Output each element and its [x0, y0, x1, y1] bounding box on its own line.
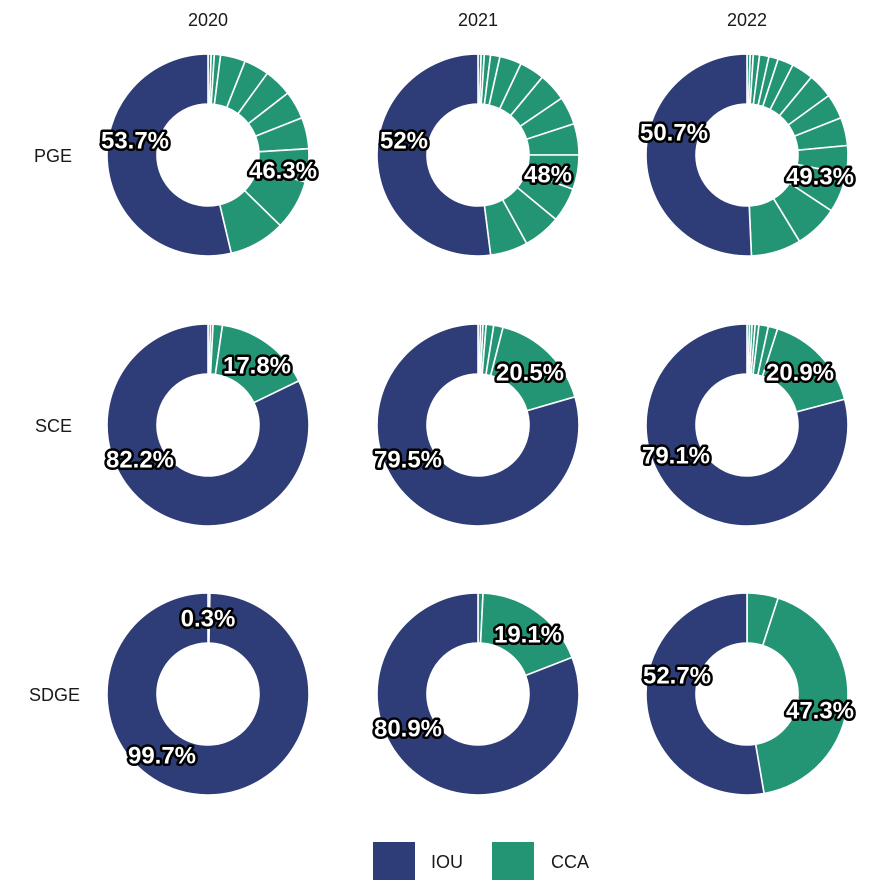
iou-percent-label-sdge-2022: 52.7% — [643, 662, 711, 689]
iou-percent-label-sce-2022: 79.1% — [642, 442, 710, 469]
iou-slice-sce-2022 — [645, 323, 849, 527]
row-header-sce: SCE — [35, 416, 72, 436]
donut-panels: 53.7% 46.3% 52% 48% 50.7% 49.3% 82.2% 17.8% 79.5… — [98, 53, 857, 796]
iou-percent-label-pge-2021: 52% — [380, 127, 428, 154]
iou-percent-label-pge-2020: 53.7% — [101, 127, 169, 154]
iou-slice-sce-2020 — [106, 323, 310, 527]
donut-panel-pge-2022: 50.7% 49.3% — [637, 53, 857, 257]
cca-percent-label-pge-2022: 49.3% — [786, 163, 854, 190]
cca-slice-sdge-2022-2 — [754, 596, 849, 795]
donut-panel-pge-2021: 52% 48% — [376, 53, 580, 257]
iou-slice-pge-2021 — [376, 53, 492, 257]
cca-percent-label-sce-2021: 20.5% — [496, 359, 564, 386]
legend-label-iou: IOU — [431, 852, 463, 872]
donut-panel-sdge-2020: 99.7% 0.3% — [106, 592, 310, 796]
iou-percent-label-sdge-2020: 99.7% — [128, 742, 196, 769]
row-header-pge: PGE — [34, 146, 72, 166]
legend-swatch-iou — [373, 842, 415, 880]
cca-percent-label-pge-2020: 46.3% — [249, 157, 317, 184]
row-headers: PGE SCE SDGE — [29, 146, 80, 705]
iou-percent-label-sdge-2021: 80.9% — [374, 715, 442, 742]
iou-percent-label-sce-2020: 82.2% — [106, 446, 174, 473]
donut-panel-pge-2020: 53.7% 46.3% — [98, 53, 320, 257]
iou-slice-sdge-2020 — [106, 592, 310, 796]
iou-slice-sdge-2021 — [376, 592, 580, 796]
donut-panel-sce-2021: 79.5% 20.5% — [371, 323, 580, 527]
cca-percent-label-sce-2022: 20.9% — [766, 359, 834, 386]
iou-slice-pge-2022 — [645, 53, 753, 257]
row-header-sdge: SDGE — [29, 685, 80, 705]
cca-percent-label-sce-2020: 17.8% — [223, 352, 291, 379]
iou-percent-label-pge-2022: 50.7% — [640, 119, 708, 146]
cca-percent-label-sdge-2022: 47.3% — [786, 697, 854, 724]
donut-panel-sdge-2022: 52.7% 47.3% — [640, 592, 857, 796]
column-header-2020: 2020 — [188, 10, 228, 30]
iou-percent-label-sce-2021: 79.5% — [374, 446, 442, 473]
column-headers: 2020 2021 2022 — [188, 10, 767, 30]
column-header-2021: 2021 — [458, 10, 498, 30]
legend-swatch-cca — [492, 842, 534, 880]
iou-slice-pge-2020 — [106, 53, 233, 257]
cca-percent-label-pge-2021: 48% — [524, 161, 572, 188]
cca-percent-label-sdge-2021: 19.1% — [494, 621, 562, 648]
column-header-2022: 2022 — [727, 10, 767, 30]
donut-panel-sce-2020: 82.2% 17.8% — [103, 323, 310, 527]
legend-label-cca: CCA — [551, 852, 589, 872]
cca-percent-label-sdge-2020: 0.3% — [181, 605, 236, 632]
iou-slice-sdge-2022 — [645, 592, 765, 796]
legend: IOU CCA — [373, 842, 589, 880]
iou-slice-sce-2021 — [376, 323, 580, 527]
donut-panel-sce-2022: 79.1% 20.9% — [639, 323, 849, 527]
donut-panel-sdge-2021: 80.9% 19.1% — [371, 592, 580, 796]
